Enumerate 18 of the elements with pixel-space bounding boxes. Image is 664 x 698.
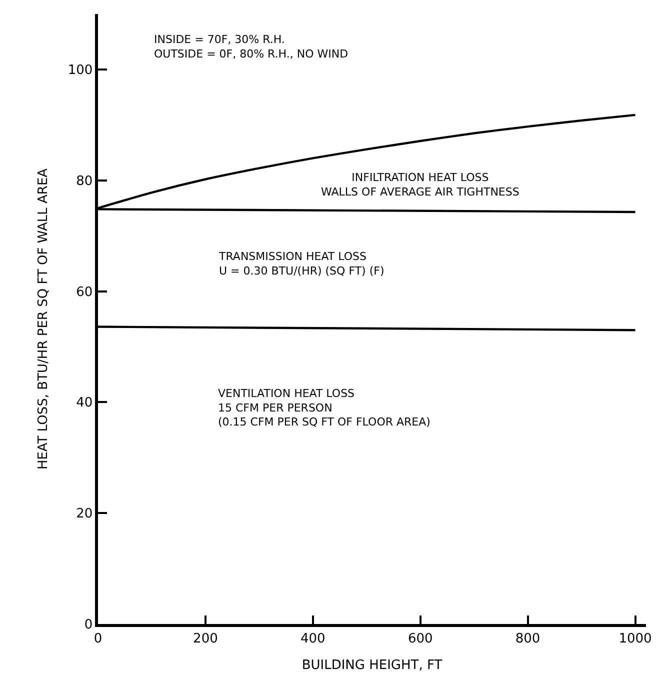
x-tick-label: 0 [94,631,102,646]
y-tick-label: 80 [76,174,93,189]
y-tick-label: 100 [68,63,93,78]
y-tick-label: 40 [76,396,93,411]
y-tick-label: 60 [76,284,93,300]
x-tick-label: 800 [515,631,540,646]
x-axis-title: BUILDING HEIGHT, FT [302,658,442,673]
x-tick-label: 600 [408,631,433,646]
annotation: VENTILATION HEAT LOSS 15 CFM PER PERSON (0.15 CFM PER SQ FT OF FLOOR AREA) [218,387,430,429]
annotation: TRANSMISSION HEAT LOSS U = 0.30 BTU/(HR) (SQ FT) (F) [218,250,384,278]
y-axis-title: HEAT LOSS, BTU/HR PER SQ FT OF WALL AREA [36,168,51,470]
annotation: INSIDE = 70F, 30% R.H. OUTSIDE = 0F, 80% R.H., NO WIND [154,33,348,60]
x-tick-label: 400 [300,631,326,646]
annotation: INFILTRATION HEAT LOSS WALLS OF AVERAGE AIR TIGHTNESS [321,171,520,198]
x-tick-label: 1000 [618,631,652,646]
x-tick-label: 200 [193,631,218,646]
y-tick-label: 20 [76,506,93,522]
y-tick-label: 0 [84,618,93,633]
